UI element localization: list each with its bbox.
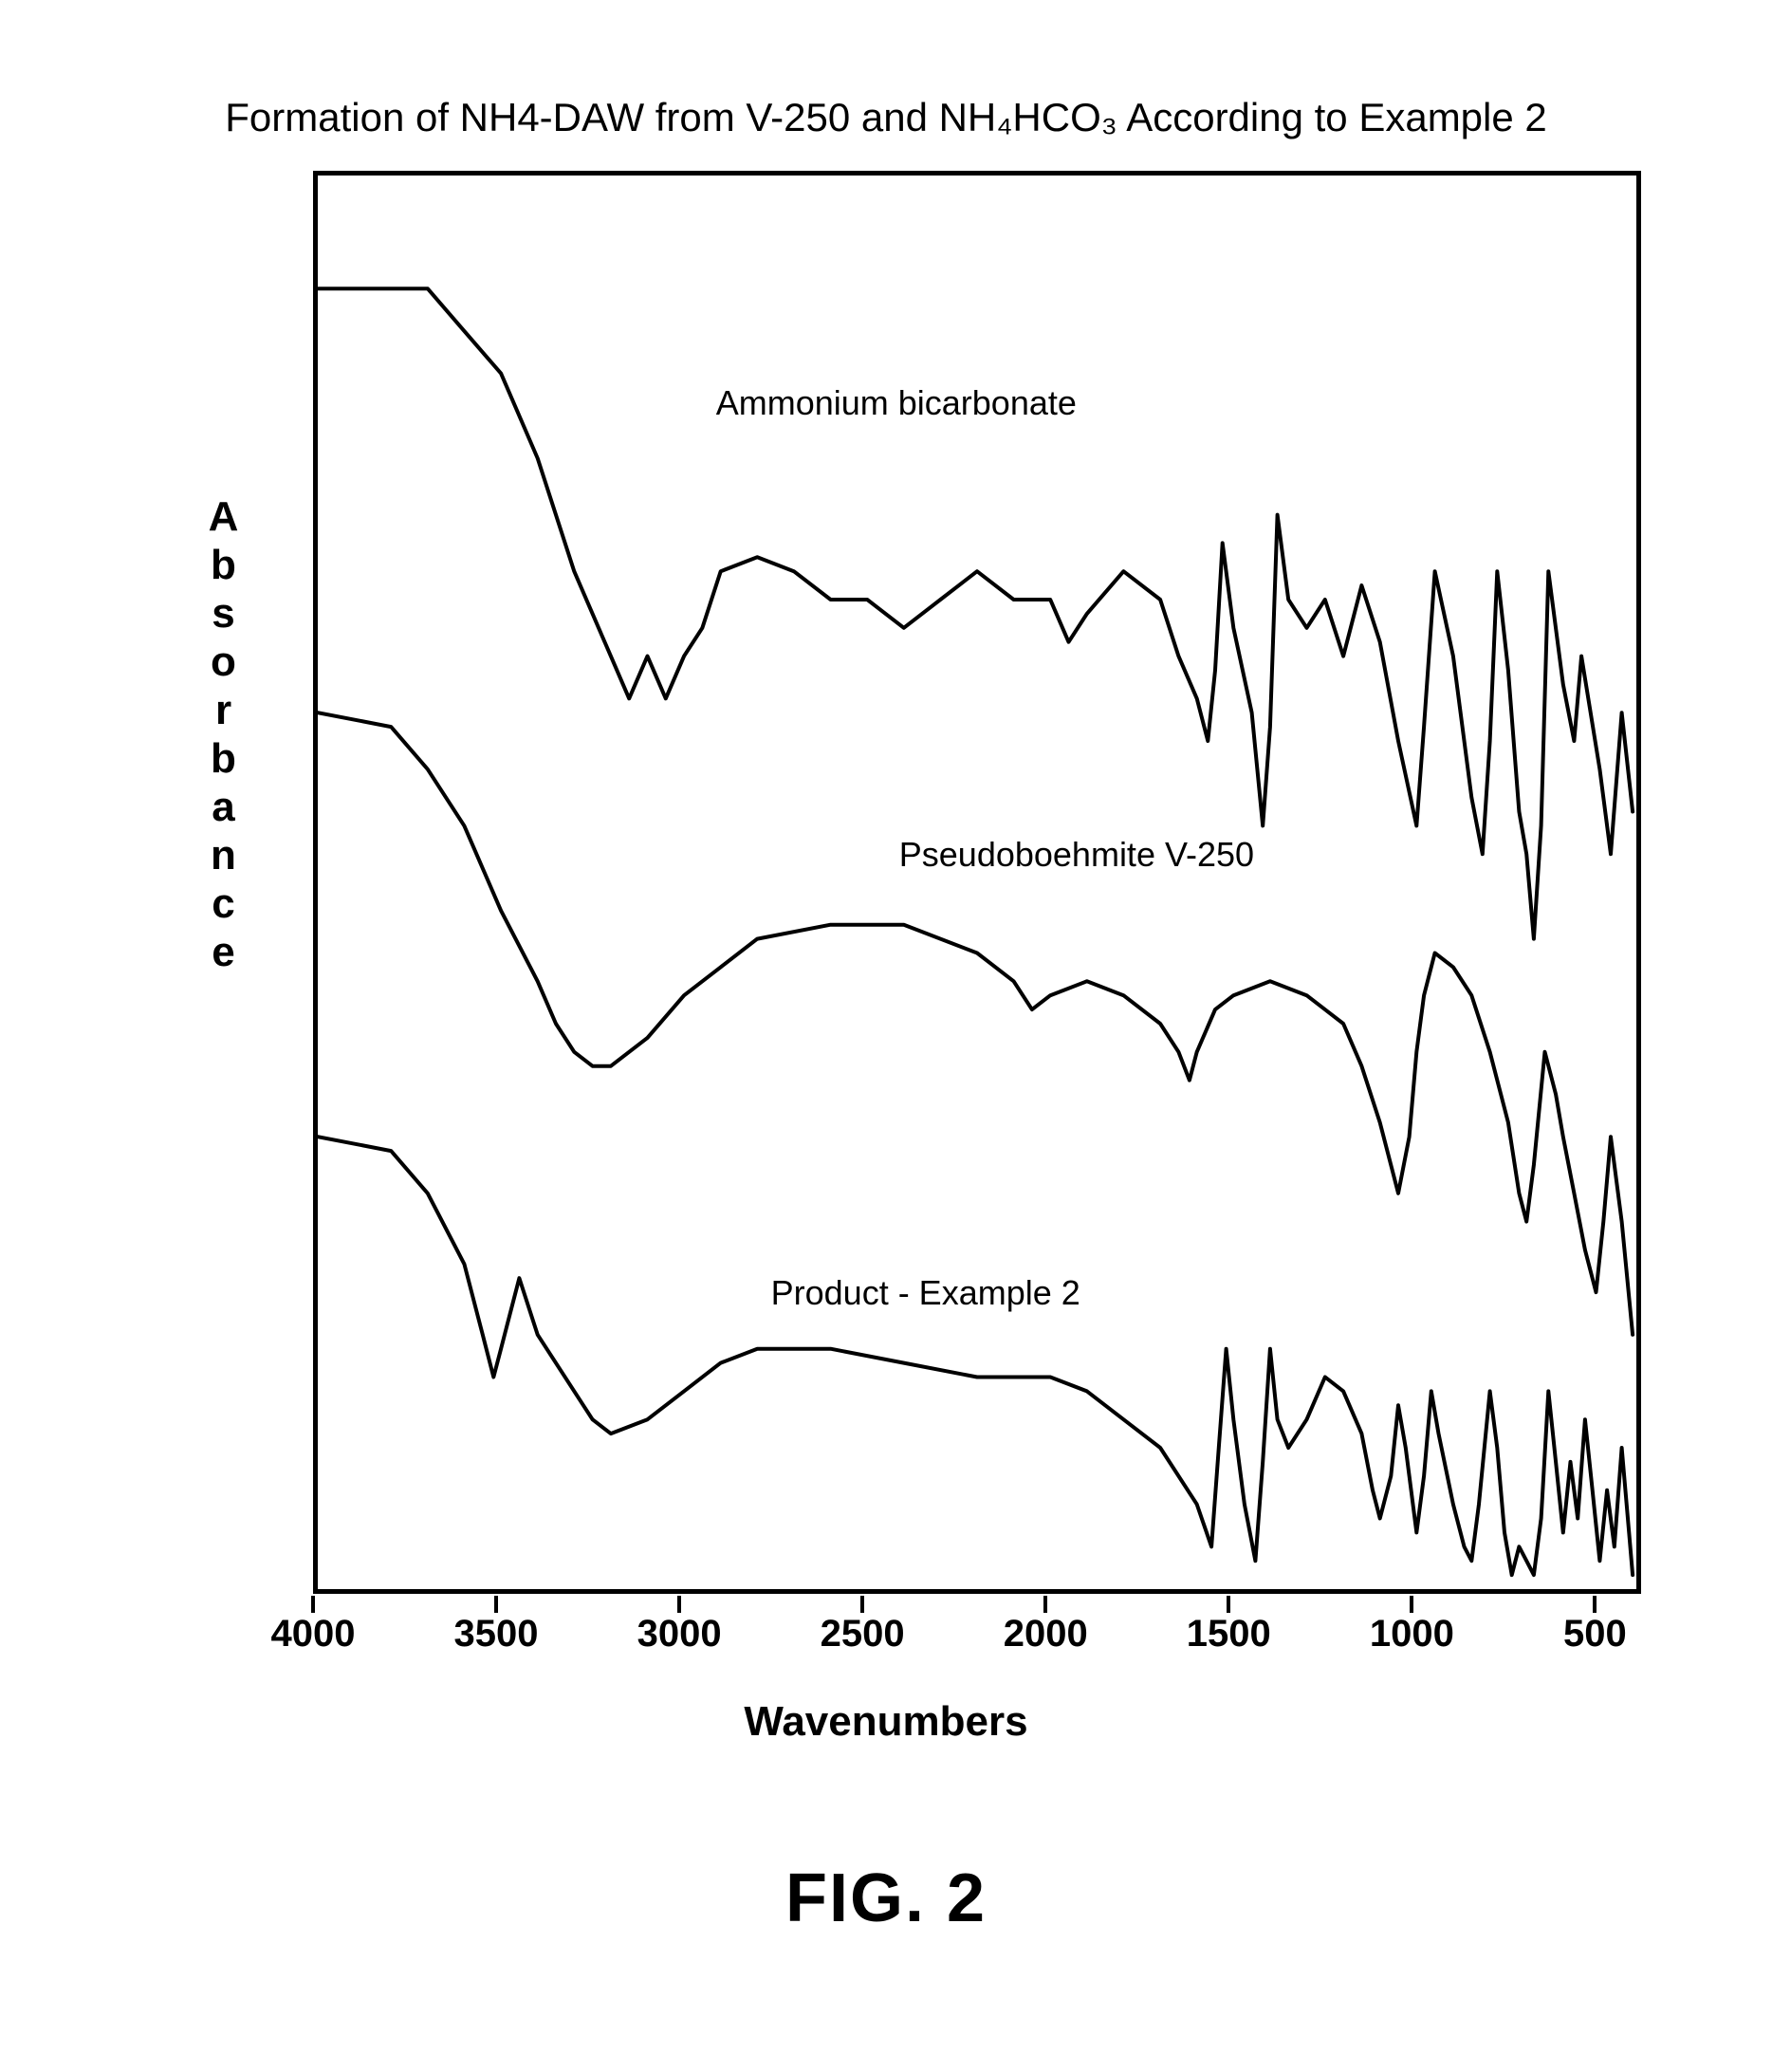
x-tick-mark <box>311 1596 315 1613</box>
x-tick-mark <box>1593 1596 1597 1613</box>
x-axis-label: Wavenumbers <box>744 1698 1027 1746</box>
x-tick-label: 500 <box>1563 1613 1627 1656</box>
x-tick-label: 4000 <box>271 1613 356 1656</box>
series-label-pseudoboehmite: Pseudoboehmite V-250 <box>899 835 1254 875</box>
x-tick-label: 2500 <box>821 1613 905 1656</box>
x-tick-mark <box>494 1596 498 1613</box>
x-tick-mark <box>1043 1596 1047 1613</box>
y-axis-label: Absorbance <box>199 493 247 977</box>
series-label-ammonium-bicarbonate: Ammonium bicarbonate <box>716 383 1077 423</box>
x-tick-label: 3500 <box>454 1613 539 1656</box>
x-tick-mark <box>1410 1596 1413 1613</box>
series-label-product-example-2: Product - Example 2 <box>771 1273 1080 1313</box>
x-tick-label: 3000 <box>637 1613 722 1656</box>
figure-caption: FIG. 2 <box>785 1859 987 1937</box>
x-tick-mark <box>860 1596 864 1613</box>
x-tick-label: 1500 <box>1187 1613 1271 1656</box>
x-tick-label: 1000 <box>1370 1613 1454 1656</box>
spectrum-pseudoboehmite-v-250 <box>318 712 1633 1335</box>
x-tick-mark <box>1227 1596 1230 1613</box>
x-tick-label: 2000 <box>1004 1613 1088 1656</box>
chart-title: Formation of NH4-DAW from V-250 and NH₄H… <box>225 95 1547 140</box>
x-tick-mark <box>677 1596 681 1613</box>
spectrum-product---example-2 <box>318 1137 1633 1575</box>
